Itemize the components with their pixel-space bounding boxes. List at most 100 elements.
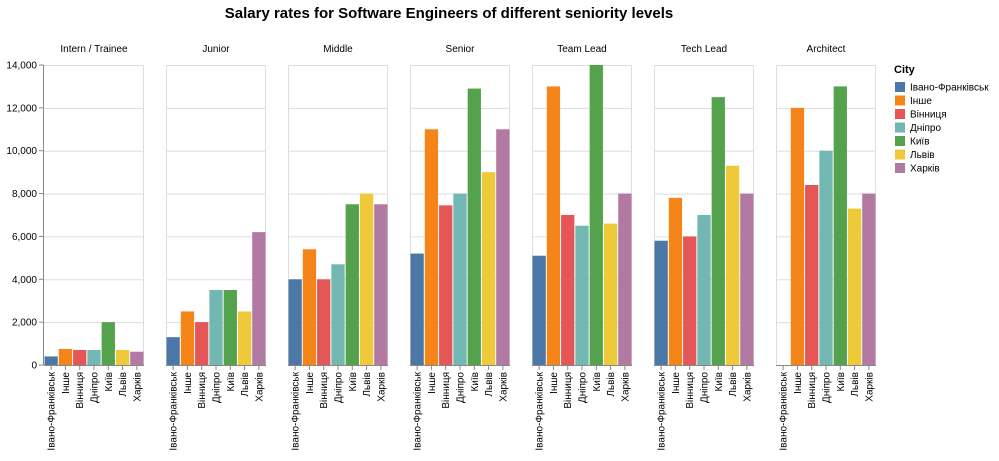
x-tick-label: Харків xyxy=(498,372,509,402)
chart-title: Salary rates for Software Engineers of d… xyxy=(225,5,673,22)
bar-1-0 xyxy=(166,337,180,365)
bar-3-5 xyxy=(481,172,496,365)
y-axis: 0 2,000 4,000 6,000 8,000 10,000 12,000 14,000 xyxy=(6,61,44,372)
x-tick-label: Інше xyxy=(793,372,804,394)
y-tick-label: 6,000 xyxy=(12,232,37,243)
legend-label: Вінниця xyxy=(910,110,947,121)
bar-6-6 xyxy=(862,193,876,365)
bar-4-5 xyxy=(603,223,618,365)
bar-5-0 xyxy=(654,240,668,365)
legend-label: Івано-Франківськ xyxy=(910,83,989,94)
legend-title: City xyxy=(894,64,916,76)
legend-label: Харків xyxy=(910,164,940,175)
bar-4-2 xyxy=(561,215,575,365)
legend-label: Інше xyxy=(910,96,932,107)
x-tick-label: Київ xyxy=(836,372,847,392)
x-tick-label: Харків xyxy=(376,372,387,402)
x-tick-label: Вінниця xyxy=(563,372,574,409)
bar-4-6 xyxy=(618,193,632,365)
legend-item: Інше xyxy=(895,95,932,107)
x-tick-label: Інше xyxy=(427,372,438,394)
x-tick-label: Львів xyxy=(240,372,251,397)
x-tick-label: Харків xyxy=(742,372,753,402)
bar-2-0 xyxy=(288,279,302,365)
x-tick-label: Вінниця xyxy=(807,372,818,409)
bar-5-5 xyxy=(725,165,740,365)
x-tick-label: Інше xyxy=(183,372,194,394)
x-tick-label: Харків xyxy=(132,372,143,402)
bar-4-1 xyxy=(546,86,561,366)
legend-item: Вінниця xyxy=(895,109,947,121)
legend-item: Харків xyxy=(895,163,940,175)
facet-label: Intern / Trainee xyxy=(60,44,128,55)
x-tick-label: Харків xyxy=(864,372,875,402)
x-tick-label: Дніпро xyxy=(578,372,589,403)
x-tick-label: Київ xyxy=(592,372,603,392)
bar-2-1 xyxy=(302,249,317,365)
x-tick-label: Інше xyxy=(305,372,316,394)
facet-label: Team Lead xyxy=(557,44,606,55)
y-tick-label: 12,000 xyxy=(6,103,37,114)
bar-0-0 xyxy=(44,356,58,365)
bar-2-4 xyxy=(345,204,359,365)
bar-3-1 xyxy=(424,129,439,365)
bar-1-1 xyxy=(180,311,195,365)
bar-6-2 xyxy=(805,185,819,365)
x-tick-label: Інше xyxy=(61,372,72,394)
facet-2: Middle Івано-Франківськ Інше Вінниця Дніпро К… xyxy=(288,44,388,451)
legend-swatch xyxy=(895,136,905,146)
bar-2-3 xyxy=(331,264,345,365)
x-tick-label: Дніпро xyxy=(334,372,345,403)
bar-6-1 xyxy=(790,107,805,366)
x-tick-label: Львів xyxy=(850,372,861,397)
bar-2-2 xyxy=(317,279,331,365)
y-tick-label: 2,000 xyxy=(12,318,37,329)
legend-swatch xyxy=(895,109,905,119)
legend-label: Київ xyxy=(910,137,930,148)
legend-swatch xyxy=(895,163,905,173)
bar-3-0 xyxy=(410,253,424,365)
bar-4-3 xyxy=(575,225,589,365)
y-tick-label: 0 xyxy=(31,361,37,372)
legend-items: Івано-Франківськ Інше Вінниця Дніпро Київ Льв… xyxy=(895,82,989,175)
x-tick-label: Івано-Франківськ xyxy=(291,371,302,450)
facet-4: Team Lead Івано-Франківськ Інше Вінниця Дніп… xyxy=(532,44,632,451)
x-tick-label: Львів xyxy=(606,372,617,397)
y-tick-label: 4,000 xyxy=(12,275,37,286)
bar-1-4 xyxy=(223,290,237,365)
x-tick-label: Дніпро xyxy=(90,372,101,403)
x-tick-label: Вінниця xyxy=(319,372,330,409)
bar-4-4 xyxy=(589,65,603,365)
facet-5: Tech Lead Івано-Франківськ Інше Вінниця Дніп… xyxy=(654,44,754,451)
x-tick-label: Київ xyxy=(348,372,359,392)
x-tick-label: Вінниця xyxy=(441,372,452,409)
x-tick-label: Київ xyxy=(470,372,481,392)
bar-5-4 xyxy=(711,97,725,365)
x-tick-label: Київ xyxy=(104,372,115,392)
y-tick-label: 14,000 xyxy=(6,61,37,72)
bar-2-5 xyxy=(359,193,374,365)
bar-0-4 xyxy=(101,322,115,365)
legend: City Івано-Франківськ Інше Вінниця Дніпро Ки… xyxy=(894,64,989,175)
legend-swatch xyxy=(895,82,905,92)
facet-0: Intern / Trainee Івано-Франківськ Інше Вінн… xyxy=(44,44,144,451)
legend-item: Львів xyxy=(895,149,935,161)
facet-label: Middle xyxy=(323,44,353,55)
x-tick-label: Харків xyxy=(254,372,265,402)
x-tick-label: Дніпро xyxy=(212,372,223,403)
x-tick-label: Вінниця xyxy=(197,372,208,409)
bar-6-5 xyxy=(847,208,862,365)
bar-0-3 xyxy=(87,350,101,365)
bar-6-4 xyxy=(833,86,847,366)
bar-3-2 xyxy=(439,205,453,365)
legend-item: Івано-Франківськ xyxy=(895,82,989,94)
x-tick-label: Львів xyxy=(484,372,495,397)
bar-1-3 xyxy=(209,290,223,365)
x-tick-label: Львів xyxy=(728,372,739,397)
bar-1-5 xyxy=(237,311,252,365)
x-tick-label: Дніпро xyxy=(700,372,711,403)
x-tick-label: Дніпро xyxy=(456,372,467,403)
facet-label: Architect xyxy=(807,44,846,55)
x-tick-label: Вінниця xyxy=(685,372,696,409)
